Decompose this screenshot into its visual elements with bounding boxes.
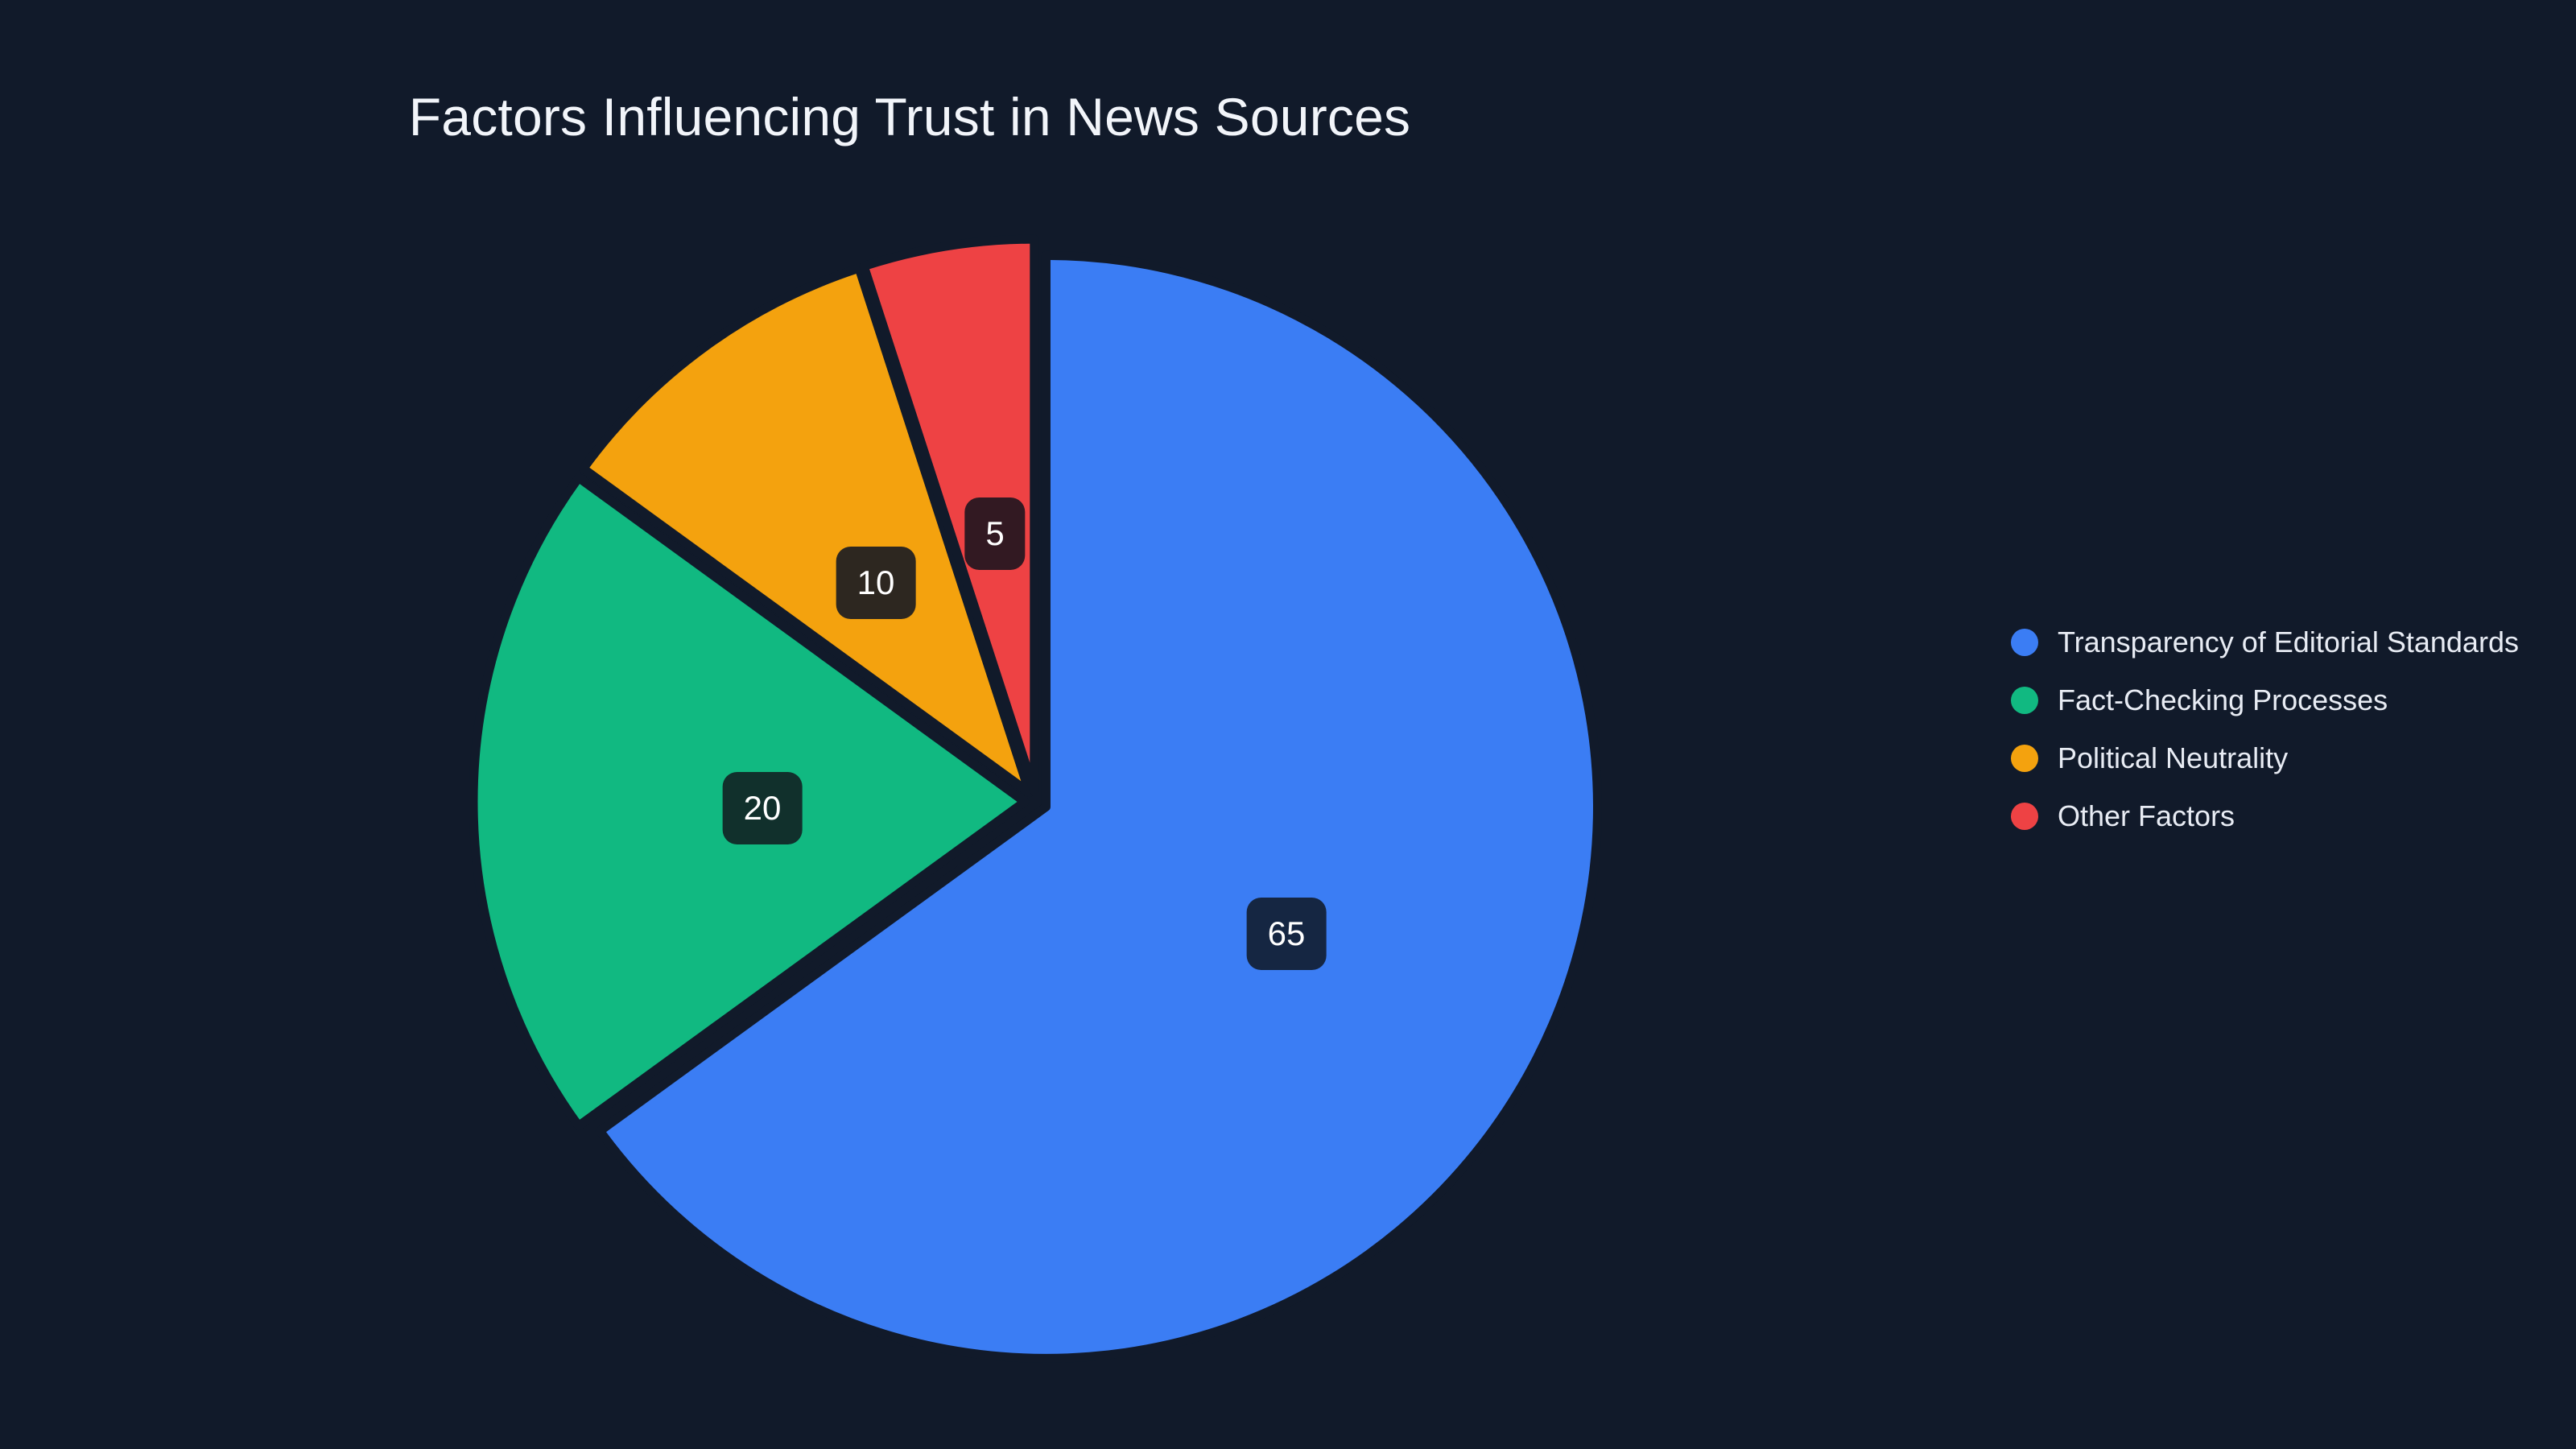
legend-item[interactable]: Transparency of Editorial Standards xyxy=(2011,613,2542,671)
slice-value-label: 10 xyxy=(836,547,916,619)
pie-svg xyxy=(469,234,1602,1363)
legend-item-label: Other Factors xyxy=(2058,799,2235,832)
legend-item[interactable]: Fact-Checking Processes xyxy=(2011,671,2542,729)
legend-item-label: Political Neutrality xyxy=(2058,741,2289,774)
legend-item-label: Fact-Checking Processes xyxy=(2058,683,2388,716)
pie-slices-group xyxy=(469,234,1602,1363)
legend-item[interactable]: Political Neutrality xyxy=(2011,729,2542,787)
pie-slice[interactable] xyxy=(579,263,1034,798)
plot-area: 65 20 10 5 xyxy=(469,234,1602,1363)
pie-slice[interactable] xyxy=(859,234,1039,795)
legend-swatch-icon xyxy=(2011,629,2038,656)
legend-swatch-icon xyxy=(2011,803,2038,830)
page-title: Factors Influencing Trust in News Source… xyxy=(408,87,1411,147)
legend-item-label: Transparency of Editorial Standards xyxy=(2058,625,2519,658)
slice-value-label: 5 xyxy=(964,497,1026,570)
legend-item[interactable]: Other Factors xyxy=(2011,787,2542,845)
pie-slice[interactable] xyxy=(595,250,1602,1363)
legend-swatch-icon xyxy=(2011,745,2038,772)
slice-value-label: 65 xyxy=(1246,898,1327,970)
slice-value-label: 20 xyxy=(722,772,803,844)
legend-swatch-icon xyxy=(2011,687,2038,714)
legend: Transparency of Editorial Standards Fact-… xyxy=(2011,613,2542,845)
